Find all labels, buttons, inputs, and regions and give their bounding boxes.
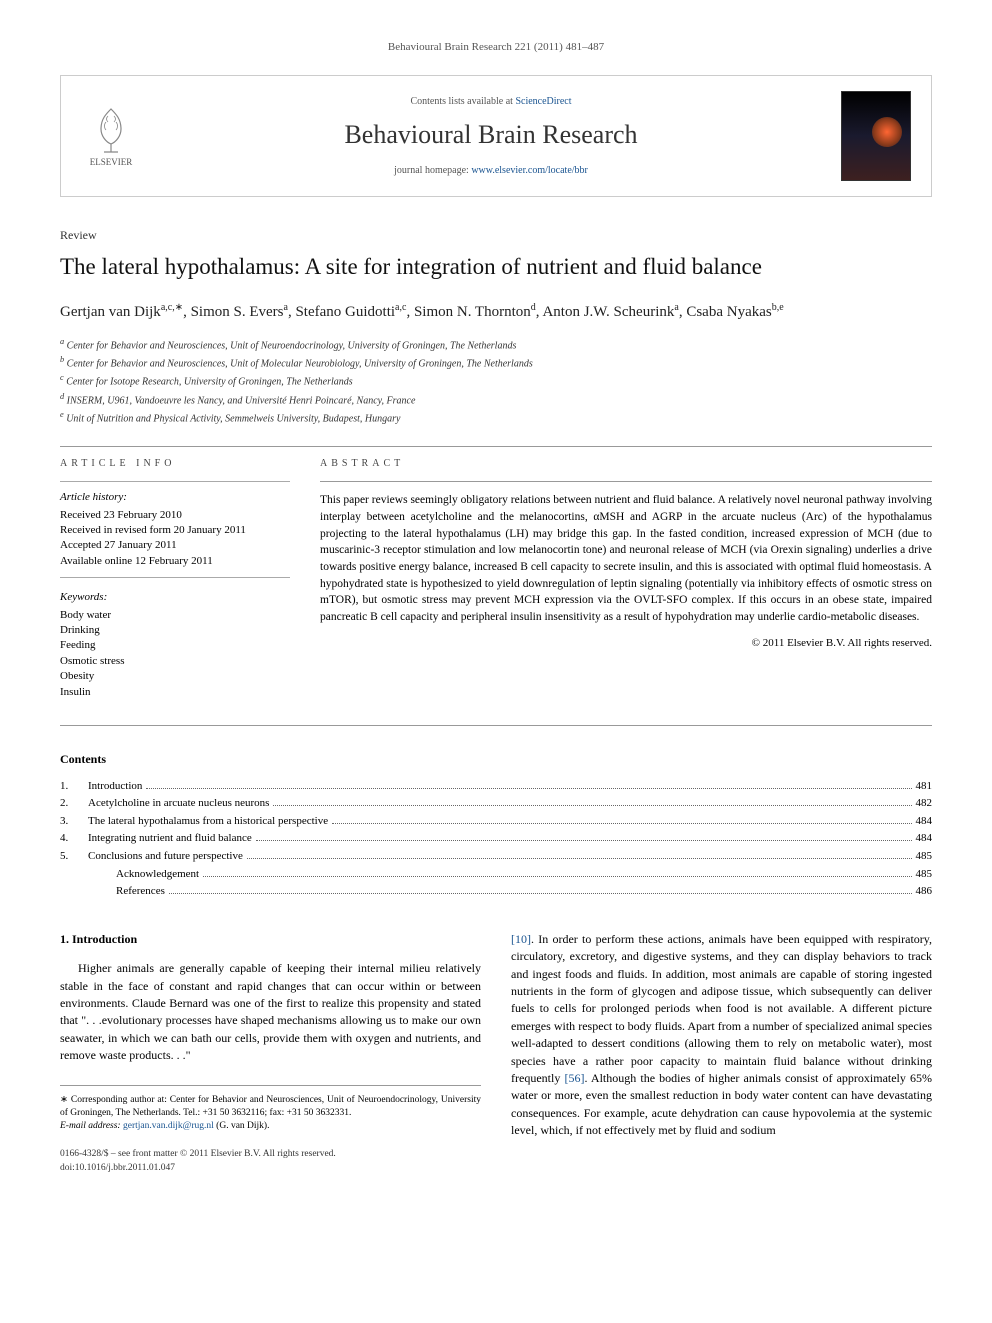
toc-page: 484 — [916, 830, 933, 848]
citation-link[interactable]: [10] — [511, 932, 531, 946]
elsevier-tree-icon — [86, 104, 136, 154]
keywords-list: Body waterDrinkingFeedingOsmotic stressO… — [60, 608, 290, 700]
toc-row[interactable]: 3.The lateral hypothalamus from a histor… — [60, 813, 932, 831]
toc-row[interactable]: Acknowledgement 485 — [60, 866, 932, 884]
journal-header: ELSEVIER Contents lists available at Sci… — [60, 75, 932, 197]
journal-title: Behavioural Brain Research — [161, 117, 821, 153]
divider — [60, 725, 932, 726]
article-info-label: ARTICLE INFO — [60, 457, 290, 471]
toc-number: 3. — [60, 813, 88, 831]
affiliation: d INSERM, U961, Vandoeuvre les Nancy, an… — [60, 391, 932, 408]
header-center: Contents lists available at ScienceDirec… — [161, 95, 821, 177]
body-column-left: 1. Introduction Higher animals are gener… — [60, 931, 481, 1175]
email-link[interactable]: gertjan.van.dijk@rug.nl — [123, 1121, 214, 1131]
contents-available: Contents lists available at ScienceDirec… — [161, 95, 821, 109]
keyword-item: Obesity — [60, 669, 290, 684]
doi-line: doi:10.1016/j.bbr.2011.01.047 — [60, 1162, 481, 1175]
journal-cover-thumbnail — [841, 91, 911, 181]
contents-heading: Contents — [60, 751, 932, 768]
toc-page: 481 — [916, 778, 933, 796]
toc-list: 1.Introduction4812.Acetylcholine in arcu… — [60, 778, 932, 901]
article-title: The lateral hypothalamus: A site for int… — [60, 252, 932, 282]
affiliation: e Unit of Nutrition and Physical Activit… — [60, 409, 932, 426]
journal-homepage: journal homepage: www.elsevier.com/locat… — [161, 164, 821, 178]
toc-title: Acetylcholine in arcuate nucleus neurons — [88, 795, 269, 813]
keyword-item: Feeding — [60, 638, 290, 653]
keyword-item: Osmotic stress — [60, 654, 290, 669]
toc-title: Acknowledgement — [116, 866, 199, 884]
toc-page: 485 — [916, 848, 933, 866]
homepage-label: journal homepage: — [394, 165, 471, 176]
body-columns: 1. Introduction Higher animals are gener… — [60, 931, 932, 1175]
homepage-link[interactable]: www.elsevier.com/locate/bbr — [471, 165, 588, 176]
info-abstract-row: ARTICLE INFO Article history: Received 2… — [60, 457, 932, 700]
keywords-label: Keywords: — [60, 590, 290, 605]
journal-reference: Behavioural Brain Research 221 (2011) 48… — [60, 40, 932, 55]
history-item: Received 23 February 2010 — [60, 508, 290, 523]
body-column-right: [10]. In order to perform these actions,… — [511, 931, 932, 1175]
toc-page: 485 — [916, 866, 933, 884]
body-paragraph: Higher animals are generally capable of … — [60, 960, 481, 1064]
abstract-label: ABSTRACT — [320, 457, 932, 471]
toc-title: Introduction — [88, 778, 142, 796]
article-info: ARTICLE INFO Article history: Received 2… — [60, 457, 290, 700]
article-type: Review — [60, 227, 932, 244]
abstract-copyright: © 2011 Elsevier B.V. All rights reserved… — [320, 636, 932, 651]
abstract: ABSTRACT This paper reviews seemingly ob… — [320, 457, 932, 700]
citation-link[interactable]: [56] — [564, 1071, 584, 1085]
keyword-item: Insulin — [60, 685, 290, 700]
toc-title: Integrating nutrient and fluid balance — [88, 830, 252, 848]
footnotes: ∗ Corresponding author at: Center for Be… — [60, 1085, 481, 1134]
toc-number: 2. — [60, 795, 88, 813]
toc-row[interactable]: 1.Introduction 481 — [60, 778, 932, 796]
affiliation: b Center for Behavior and Neurosciences,… — [60, 354, 932, 371]
keyword-item: Body water — [60, 608, 290, 623]
divider — [60, 446, 932, 447]
abstract-text: This paper reviews seemingly obligatory … — [320, 492, 932, 625]
email-label: E-mail address: — [60, 1121, 123, 1131]
contents-available-text: Contents lists available at — [410, 96, 515, 107]
body-paragraph: [10]. In order to perform these actions,… — [511, 931, 932, 1140]
email-line: E-mail address: gertjan.van.dijk@rug.nl … — [60, 1120, 481, 1133]
contents-section: Contents 1.Introduction4812.Acetylcholin… — [60, 751, 932, 901]
toc-row[interactable]: 4.Integrating nutrient and fluid balance… — [60, 830, 932, 848]
toc-number: 4. — [60, 830, 88, 848]
history-item: Available online 12 February 2011 — [60, 554, 290, 569]
front-matter-line: 0166-4328/$ – see front matter © 2011 El… — [60, 1148, 481, 1161]
toc-row[interactable]: 5.Conclusions and future perspective 485 — [60, 848, 932, 866]
toc-page: 482 — [916, 795, 933, 813]
affiliation: a Center for Behavior and Neurosciences,… — [60, 336, 932, 353]
history-label: Article history: — [60, 490, 290, 505]
affiliation: c Center for Isotope Research, Universit… — [60, 372, 932, 389]
footer-meta: 0166-4328/$ – see front matter © 2011 El… — [60, 1148, 481, 1175]
elsevier-label: ELSEVIER — [90, 156, 133, 169]
toc-page: 484 — [916, 813, 933, 831]
toc-title: Conclusions and future perspective — [88, 848, 243, 866]
section-1-heading: 1. Introduction — [60, 931, 481, 948]
history-item: Received in revised form 20 January 2011 — [60, 523, 290, 538]
history-item: Accepted 27 January 2011 — [60, 538, 290, 553]
sciencedirect-link[interactable]: ScienceDirect — [515, 96, 571, 107]
toc-title: The lateral hypothalamus from a historic… — [88, 813, 328, 831]
toc-number: 1. — [60, 778, 88, 796]
keyword-item: Drinking — [60, 623, 290, 638]
corresponding-author: ∗ Corresponding author at: Center for Be… — [60, 1094, 481, 1121]
email-who: (G. van Dijk). — [214, 1121, 270, 1131]
toc-title: References — [116, 883, 165, 901]
toc-row[interactable]: 2.Acetylcholine in arcuate nucleus neuro… — [60, 795, 932, 813]
toc-number: 5. — [60, 848, 88, 866]
toc-page: 486 — [916, 883, 933, 901]
authors: Gertjan van Dijka,c,∗, Simon S. Eversa, … — [60, 300, 932, 324]
affiliations: a Center for Behavior and Neurosciences,… — [60, 336, 932, 427]
history-list: Received 23 February 2010Received in rev… — [60, 508, 290, 570]
toc-row[interactable]: References 486 — [60, 883, 932, 901]
elsevier-logo: ELSEVIER — [81, 101, 141, 171]
